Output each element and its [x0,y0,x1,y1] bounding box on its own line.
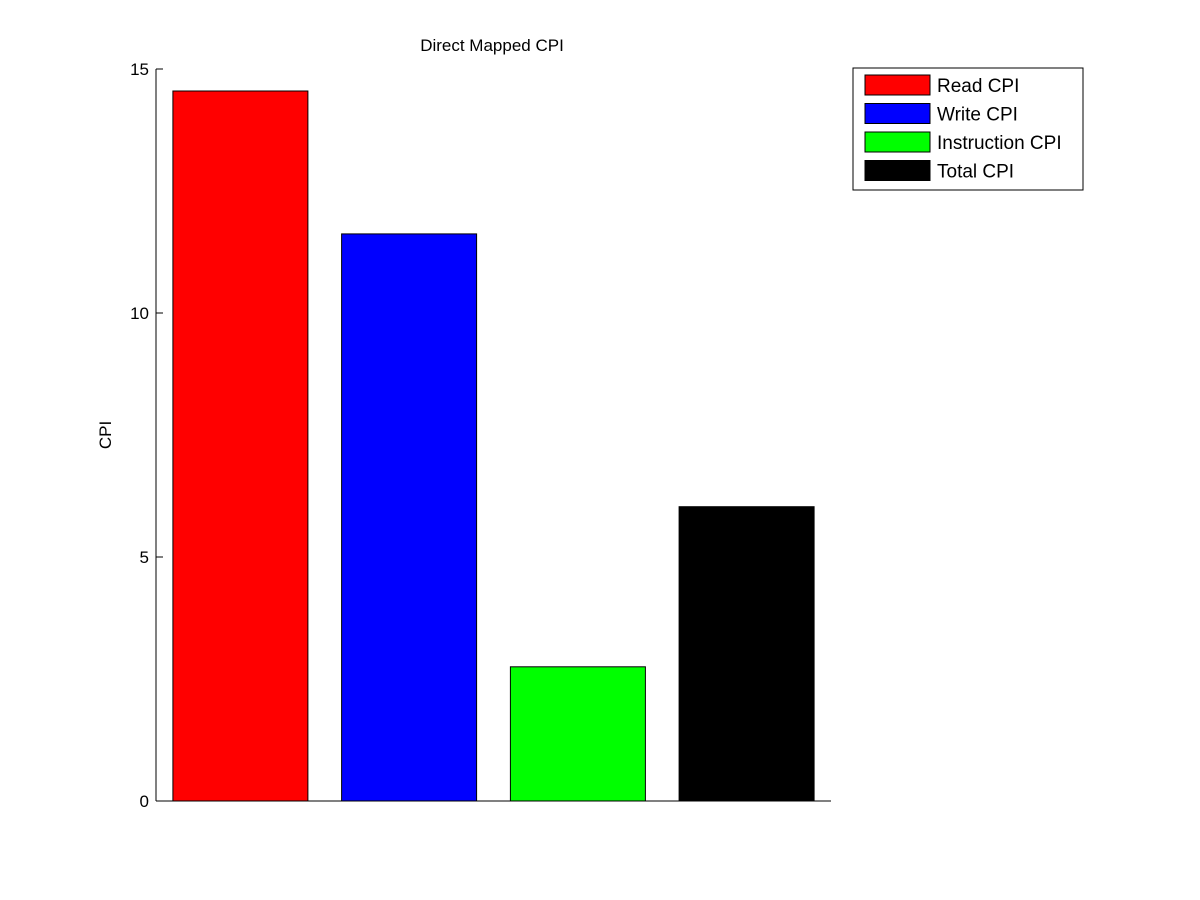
y-tick-label: 0 [140,792,149,811]
legend-label-instruction-cpi: Instruction CPI [937,133,1062,154]
legend-label-write-cpi: Write CPI [937,105,1018,126]
bar-read-cpi [172,90,309,802]
legend-swatch-write-cpi [864,103,931,124]
legend-swatch-total-cpi [864,160,931,181]
legend: Read CPI Write CPI Instruction CPI Total CP… [852,67,1084,191]
legend-label-total-cpi: Total CPI [937,162,1014,183]
bar-total-cpi [678,506,815,802]
chart-title: Direct Mapped CPI [420,36,564,55]
axes-layer [155,69,831,802]
bars-layer [172,90,815,802]
y-axis-label: CPI [96,421,115,449]
y-tick-label: 10 [130,304,149,323]
legend-label-read-cpi: Read CPI [937,76,1019,97]
bar-instruction-cpi [509,666,646,802]
y-ticks-layer: 0 5 10 15 [130,60,163,811]
legend-swatch-read-cpi [864,74,931,96]
y-tick-label: 5 [140,548,149,567]
legend-swatch-instruction-cpi [864,131,931,153]
bar-write-cpi [341,233,478,802]
y-tick-label: 15 [130,60,149,79]
